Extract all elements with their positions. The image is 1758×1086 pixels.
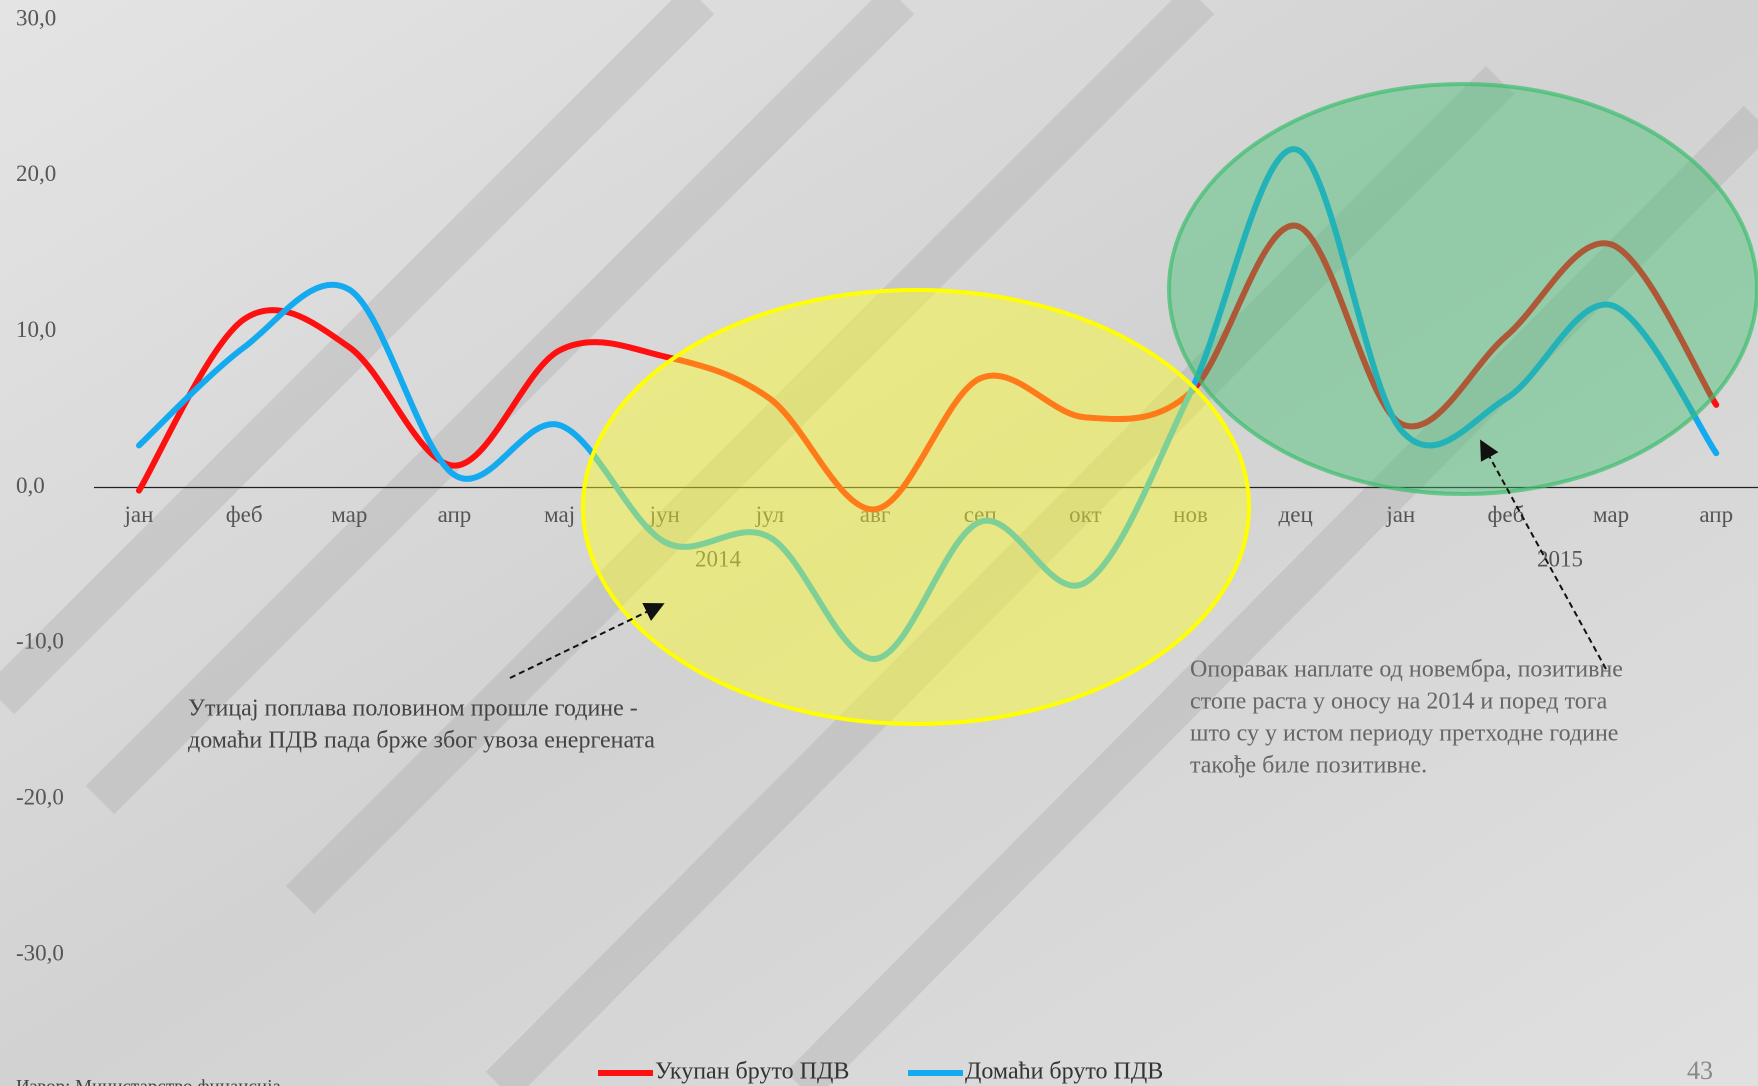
x-tick-label: мај xyxy=(544,502,575,527)
annotation: домаћи ПДВ пада брже због увоза енергена… xyxy=(188,728,655,754)
x-tick-label: дец xyxy=(1279,502,1313,527)
x-tick-label: нов xyxy=(1173,502,1208,527)
x-tick-label: мар xyxy=(1593,502,1629,527)
x-tick-label: јан xyxy=(1385,502,1415,527)
highlight-ellipse xyxy=(581,288,1251,726)
annotation: такође биле позитивне. xyxy=(1190,753,1427,779)
y-tick-label: 0,0 xyxy=(16,473,45,498)
x-tick-label: јан xyxy=(124,502,154,527)
y-tick-label: 30,0 xyxy=(16,5,56,30)
annotation: Опоравак наплате од новембра, позитивне xyxy=(1190,657,1623,683)
series-line xyxy=(136,146,1720,662)
x-tick-label: феб xyxy=(1488,502,1525,527)
series-line xyxy=(136,222,1720,513)
x-tick-label: јул xyxy=(755,502,784,527)
x-tick-label: апр xyxy=(1699,502,1733,527)
annotation: стопе раста у оносу на 2014 и поред тога xyxy=(1190,689,1608,715)
year-label: 2015 xyxy=(1537,546,1583,571)
y-tick-label: 10,0 xyxy=(16,317,56,342)
x-tick-label: апр xyxy=(438,502,472,527)
legend-label: Домаћи бруто ПДВ xyxy=(965,1059,1163,1085)
year-label: 2014 xyxy=(695,546,742,571)
arrow xyxy=(509,602,665,679)
source: Извор: Министарство финансија xyxy=(16,1076,281,1086)
y-tick-label: -20,0 xyxy=(16,784,64,809)
page-number: 43 xyxy=(1687,1056,1713,1085)
y-tick-label: -10,0 xyxy=(16,629,64,654)
highlight-ellipse xyxy=(1167,82,1758,496)
legend-label: Укупан бруто ПДВ xyxy=(655,1059,849,1085)
y-tick-label: 20,0 xyxy=(16,161,56,186)
y-tick-label: -30,0 xyxy=(16,940,64,965)
x-tick-label: окт xyxy=(1069,502,1101,527)
arrow xyxy=(1480,439,1607,670)
annotation: Утицај поплава половином прошле године - xyxy=(188,696,638,722)
annotation: што су у истом периоду претходне године xyxy=(1190,721,1618,747)
x-tick-label: феб xyxy=(226,502,263,527)
x-tick-label: јун xyxy=(649,502,680,527)
x-tick-label: мар xyxy=(331,502,367,527)
